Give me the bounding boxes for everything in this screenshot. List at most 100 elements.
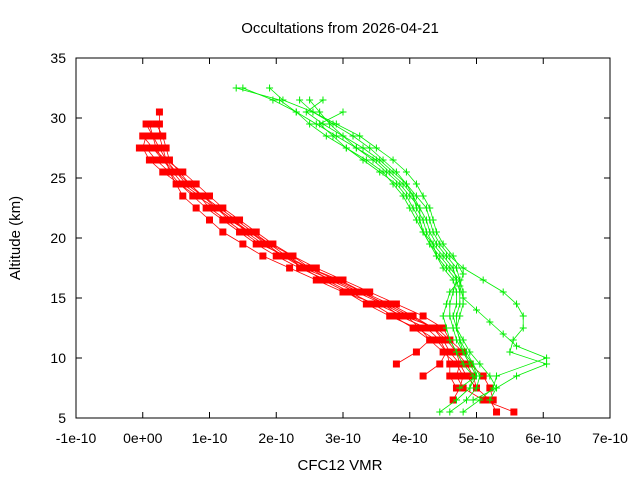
data-point-plus	[493, 372, 501, 380]
data-point-plus	[466, 348, 474, 356]
x-tick-label: 5e-10	[459, 430, 495, 446]
data-point-square	[232, 216, 240, 224]
y-axis-ticks: 5 10 15 20 25 30 35	[50, 50, 610, 426]
data-point-square	[422, 324, 430, 332]
data-point-plus	[372, 144, 380, 152]
data-point-plus	[493, 384, 501, 392]
data-point-square	[299, 264, 307, 272]
data-point-plus	[459, 264, 467, 272]
data-point-square	[312, 276, 320, 284]
data-point-square	[382, 300, 390, 308]
data-point-plus	[426, 240, 434, 248]
data-point-plus	[543, 360, 551, 368]
data-point-square	[446, 372, 454, 380]
data-point-square	[219, 228, 227, 236]
y-tick-label: 35	[50, 50, 66, 66]
data-point-plus	[446, 336, 454, 344]
data-point-plus	[429, 216, 437, 224]
data-point-plus	[446, 408, 454, 416]
y-axis-title: Altitude (km)	[7, 196, 24, 280]
data-point-square	[192, 192, 200, 200]
x-tick-label: 2e-10	[258, 430, 294, 446]
data-point-plus	[316, 108, 324, 116]
data-point-plus	[319, 96, 327, 104]
profile-series	[296, 96, 551, 416]
x-tick-label: 6e-10	[525, 430, 561, 446]
data-point-plus	[452, 324, 460, 332]
data-point-plus	[439, 240, 447, 248]
data-point-square	[182, 180, 190, 188]
data-point-square	[366, 288, 374, 296]
y-tick-label: 10	[50, 350, 66, 366]
data-point-square	[442, 348, 450, 356]
data-point-plus	[432, 252, 440, 260]
data-point-plus	[499, 330, 507, 338]
data-point-plus	[456, 300, 464, 308]
data-point-plus	[513, 372, 521, 380]
data-point-plus	[359, 144, 367, 152]
data-point-square	[419, 312, 427, 320]
data-point-square	[412, 348, 420, 356]
data-point-square	[192, 204, 200, 212]
data-point-plus	[459, 360, 467, 368]
data-point-plus	[513, 342, 521, 350]
data-point-square	[306, 264, 314, 272]
data-point-square	[342, 288, 350, 296]
data-point-plus	[462, 396, 470, 404]
data-point-square	[219, 216, 227, 224]
data-point-square	[142, 144, 150, 152]
data-point-square	[249, 228, 257, 236]
data-point-square	[149, 144, 157, 152]
data-point-square	[159, 168, 167, 176]
data-point-square	[162, 156, 170, 164]
data-point-square	[206, 216, 213, 224]
data-point-plus	[473, 372, 480, 380]
data-point-square	[412, 324, 420, 332]
data-point-plus	[369, 156, 377, 164]
data-point-plus	[409, 204, 417, 212]
data-point-plus	[469, 396, 477, 404]
x-tick-label: 0e+00	[123, 430, 163, 446]
data-point-plus	[473, 384, 480, 392]
data-point-plus	[352, 144, 360, 152]
data-point-plus	[419, 192, 427, 200]
data-point-plus	[442, 324, 450, 332]
data-point-plus	[452, 276, 460, 284]
data-point-square	[392, 360, 400, 368]
data-point-square	[392, 300, 400, 308]
data-point-plus	[292, 108, 300, 116]
data-point-plus	[456, 384, 464, 392]
data-point-plus	[276, 96, 284, 104]
x-tick-label: 1e-10	[192, 430, 228, 446]
data-point-square	[282, 252, 290, 260]
data-point-square	[145, 156, 153, 164]
data-point-square	[206, 192, 213, 200]
data-point-plus	[309, 108, 317, 116]
data-point-square	[252, 240, 260, 248]
data-point-plus	[513, 300, 521, 308]
profile-series	[139, 132, 434, 368]
data-point-plus	[476, 396, 484, 404]
data-point-square	[145, 120, 153, 128]
series-layer	[135, 84, 551, 416]
data-point-square	[432, 336, 440, 344]
data-point-plus	[436, 408, 444, 416]
data-point-plus	[316, 120, 324, 128]
data-point-plus	[232, 84, 240, 92]
data-point-square	[429, 324, 437, 332]
data-point-square	[362, 300, 370, 308]
data-point-square	[356, 288, 364, 296]
data-point-plus	[459, 336, 467, 344]
chart-title: Occultations from 2026-04-21	[241, 20, 439, 37]
data-point-plus	[376, 156, 384, 164]
data-point-plus	[339, 132, 347, 140]
data-point-plus	[306, 120, 314, 128]
data-point-square	[336, 276, 344, 284]
data-point-square	[152, 120, 160, 128]
profile-line	[149, 123, 457, 389]
y-tick-label: 15	[50, 290, 66, 306]
data-point-plus	[476, 360, 484, 368]
profile-series	[142, 120, 480, 392]
data-point-square	[155, 144, 163, 152]
data-point-square	[162, 144, 170, 152]
